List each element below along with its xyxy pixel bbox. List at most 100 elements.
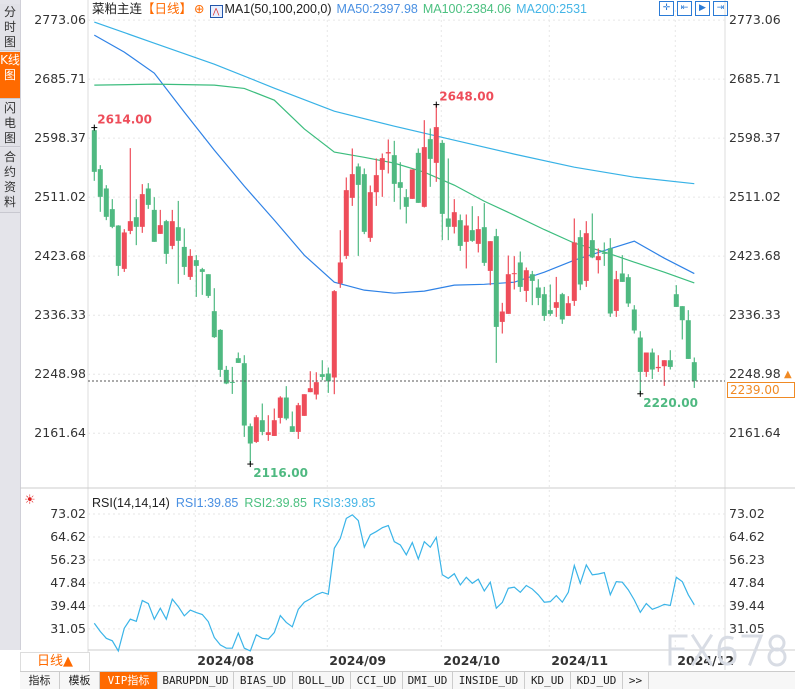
candle-body [505, 274, 511, 314]
candle [589, 213, 595, 259]
tab-barupdn[interactable]: BARUPDN_UD [158, 672, 234, 689]
candle [451, 199, 457, 234]
candle [259, 403, 265, 436]
period-label[interactable]: 【日线】 [142, 2, 193, 16]
tab-indicator[interactable]: 指标 [20, 672, 60, 689]
price-axis-label-left: 2773.06 [34, 12, 86, 27]
candle [619, 255, 625, 282]
candle [583, 221, 589, 287]
price-axis-label-right: 2161.64 [729, 425, 781, 440]
tab-cci[interactable]: CCI_UD [351, 672, 403, 689]
candle [229, 366, 235, 394]
candle-body [463, 225, 469, 242]
candle-body [271, 420, 277, 436]
candle [655, 355, 661, 372]
tab-bias[interactable]: BIAS_UD [234, 672, 293, 689]
rsi-axis-label-left: 47.84 [50, 575, 86, 590]
rsi-settings-icon[interactable]: ☀ [24, 493, 36, 508]
candle [397, 162, 403, 210]
candle-body [229, 381, 235, 383]
price-axis-label-right: 2423.68 [729, 248, 781, 263]
candle [241, 355, 247, 437]
candle-body [181, 246, 187, 267]
sidebar-item-contract-info[interactable]: 合约资料 [0, 148, 20, 213]
symbol-name: 菜粕主连 [92, 2, 143, 16]
price-axis-label-left: 2423.68 [34, 248, 86, 263]
date-axis-label: 2024/11 [551, 653, 608, 668]
zoom-range-icon[interactable]: ⇤ [677, 1, 692, 16]
play-icon[interactable]: ▶ [695, 1, 710, 16]
candle [355, 163, 361, 256]
watermark-logo-glyphs [668, 634, 764, 667]
sidebar-item-label: 分时图 [3, 5, 16, 49]
candle [379, 153, 385, 197]
sidebar-item-flash[interactable]: 闪电图 [0, 100, 20, 147]
tab-template[interactable]: 模板 [60, 672, 100, 689]
candle-body [373, 175, 379, 193]
candle [331, 290, 337, 395]
ma-indicator-icon[interactable]: ⋀ [209, 5, 223, 18]
candle [91, 127, 97, 181]
candle-body [325, 373, 331, 382]
candle [313, 372, 319, 400]
candle [493, 228, 499, 363]
candle-body [685, 320, 691, 359]
candle-body [517, 262, 523, 287]
candle-body [289, 426, 295, 432]
add-indicator-icon[interactable]: ⊕ [194, 2, 205, 16]
tab-inside[interactable]: INSIDE_UD [453, 672, 525, 689]
candle-body [133, 217, 139, 227]
price-axis-label-right: 2248.98 [729, 366, 781, 381]
candle [103, 185, 109, 221]
candle [541, 286, 547, 321]
candle-body [283, 397, 289, 419]
candle-body [361, 174, 367, 232]
candle [109, 199, 115, 229]
ma-indicator-label[interactable]: MA1(50,100,200,0) [224, 2, 332, 16]
tab-boll[interactable]: BOLL_UD [293, 672, 351, 689]
candle-body [91, 130, 97, 172]
rsi-header: RSI(14,14,14) RSI1:39.85 RSI2:39.85 RSI3:39… [92, 495, 381, 511]
sidebar-item-timeshare[interactable]: 分时图 [0, 4, 20, 51]
tab-more[interactable]: >> [623, 672, 649, 689]
candle-body [661, 360, 667, 367]
candle-body [175, 227, 181, 241]
candle [565, 296, 571, 316]
candle [571, 218, 577, 306]
candle-body [151, 209, 157, 242]
rsi3-value: RSI3:39.85 [312, 496, 376, 510]
candle [391, 140, 397, 202]
candle [349, 148, 355, 206]
candle-body [601, 252, 607, 254]
period-dropdown-button[interactable]: 日线▲ [20, 652, 90, 672]
tab-kdj[interactable]: KDJ_UD [571, 672, 623, 689]
candle [295, 402, 301, 439]
ma100-value: MA100:2384.06 [422, 2, 512, 16]
candle [223, 365, 229, 385]
crosshair-icon[interactable]: ✛ [659, 1, 674, 16]
rsi-axis-label-left: 64.62 [50, 529, 86, 544]
move-right-icon[interactable]: ⇥ [713, 1, 728, 16]
price-axis-label-right: 2773.06 [729, 12, 781, 27]
candle-body [367, 192, 373, 238]
candle-body [445, 218, 451, 227]
candle [517, 251, 523, 292]
candle [553, 276, 559, 317]
tab-dmi[interactable]: DMI_UD [403, 672, 453, 689]
candle [535, 279, 541, 306]
candle-body [127, 221, 133, 231]
sidebar-item-kline[interactable]: K线图 [0, 52, 20, 99]
candle [319, 360, 325, 381]
rsi-indicator-label[interactable]: RSI(14,14,14) [92, 496, 170, 510]
price-axis-label-right: 2598.37 [729, 130, 781, 145]
candle-body [541, 294, 547, 316]
tab-vip-indicator[interactable]: VIP指标 [100, 672, 158, 689]
tab-kd[interactable]: KD_UD [525, 672, 571, 689]
candle [343, 177, 349, 259]
candle-body [457, 220, 463, 246]
rsi-axis-label-right: 56.23 [729, 552, 765, 567]
candle [649, 348, 655, 379]
candle-body [397, 182, 403, 188]
candle [385, 139, 391, 174]
